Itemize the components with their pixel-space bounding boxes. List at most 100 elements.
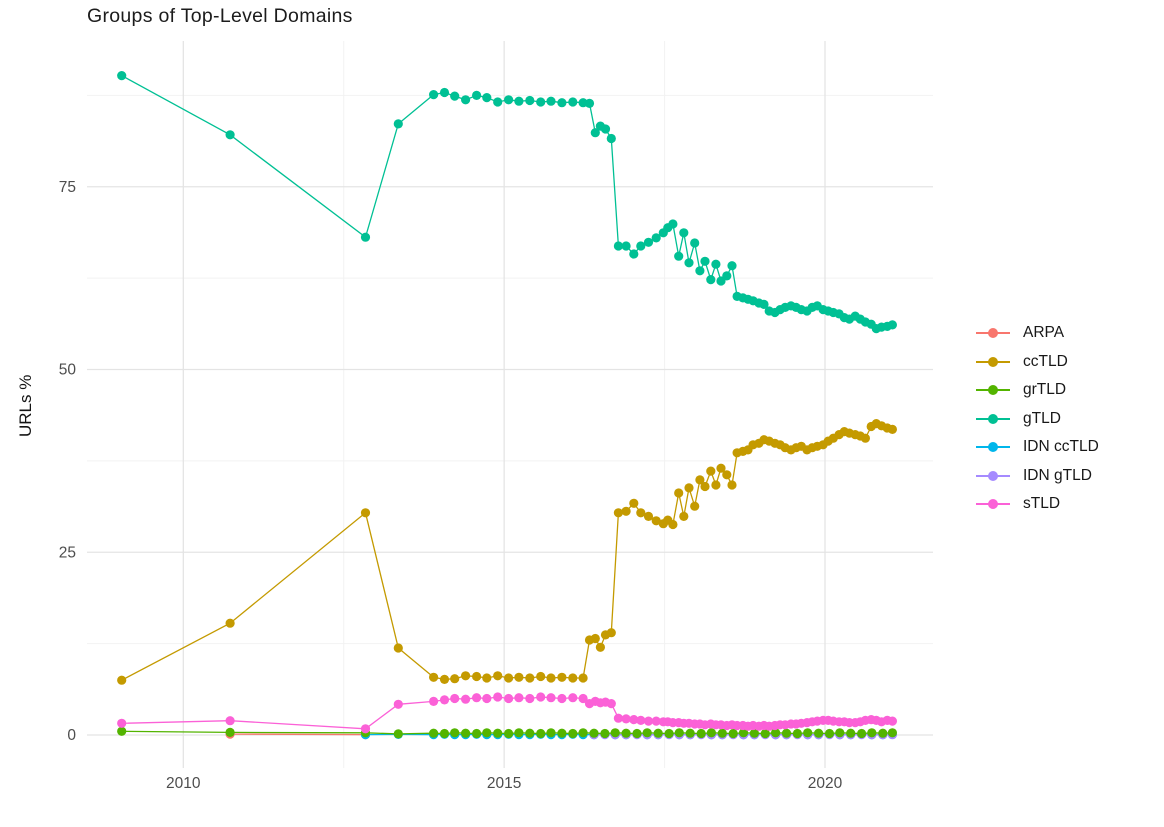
data-point [668,219,678,229]
data-point [493,692,503,702]
data-point [887,728,898,738]
data-point [461,671,471,681]
data-point [642,728,652,738]
data-point [814,728,824,738]
legend-swatch-icon [976,470,1010,482]
data-point [225,716,235,726]
data-point [695,475,705,485]
legend-label: gTLD [1023,409,1061,427]
series-arpa [225,729,371,740]
series-stld [117,692,898,734]
data-point [482,728,492,738]
legend-swatch-icon [976,327,1010,339]
data-point [584,98,595,108]
legend-dot [988,328,998,339]
data-point [610,728,620,738]
data-point [690,238,700,248]
data-point [450,693,460,704]
data-point [225,727,235,738]
legend-dot [988,413,998,424]
legend-label: IDN gTLD [1023,466,1092,484]
data-point [867,728,877,738]
data-point [546,96,556,106]
data-point [514,672,524,682]
legend-label: ARPA [1023,324,1065,342]
legend-item-gtld: gTLD [976,405,1099,434]
data-point [578,693,588,704]
data-point [621,506,631,516]
series-gtld [117,71,898,334]
data-point [439,674,450,685]
data-point [606,628,616,638]
data-point [504,728,514,739]
data-point [439,728,450,739]
data-point [613,241,624,251]
data-point [771,728,781,738]
data-point [450,674,460,684]
data-point [117,726,127,736]
y-tick-label: 25 [59,544,76,561]
legend-item-stld: sTLD [976,490,1099,519]
data-point [536,671,546,682]
data-point [117,71,127,81]
data-point [629,715,639,725]
data-point [727,261,737,271]
data-point [613,713,624,723]
data-point [514,728,524,738]
data-point [835,728,845,738]
data-point [760,728,770,739]
legend-label: grTLD [1023,381,1067,399]
series-line-arpa [230,733,366,736]
data-point [429,90,439,100]
data-point [643,716,654,726]
data-point [439,695,450,705]
data-point [578,728,588,738]
data-point [629,249,639,259]
data-point [461,728,471,738]
data-point [578,673,588,683]
legend-item-idn-gtld: IDN gTLD [976,462,1099,491]
data-point [525,693,535,704]
data-point [651,233,661,243]
data-point [621,728,631,738]
data-point [600,728,610,739]
data-point [727,480,737,490]
x-tick-label: 2010 [166,775,201,792]
data-point [878,728,888,738]
data-point [606,699,616,709]
data-point [568,693,578,703]
chart-title: Groups of Top-Level Domains [87,5,353,27]
data-point [621,241,631,251]
data-point [525,95,535,106]
data-point [568,728,578,739]
x-tick-label: 2015 [487,775,521,792]
data-point [525,673,535,683]
data-point [636,715,646,726]
data-point [857,728,867,739]
data-point [546,728,556,738]
data-point [711,480,721,490]
legend-swatch-icon [976,441,1010,453]
data-point [860,433,871,443]
legend-item-cctld: ccTLD [976,348,1099,377]
data-point [590,633,600,644]
data-point [493,97,503,107]
legend-label: ccTLD [1023,352,1068,370]
data-point [546,673,556,683]
data-point [557,98,567,108]
data-point [846,728,856,738]
data-point [393,729,403,739]
data-point [493,728,503,738]
data-point [728,728,738,739]
data-point [887,424,898,434]
data-point [629,498,639,508]
data-point [759,299,769,309]
data-point [557,728,567,738]
data-point [700,481,710,492]
data-point [679,511,689,521]
data-point [695,266,705,276]
data-point [360,724,371,734]
series-grtld [117,726,898,739]
data-point [504,673,514,683]
